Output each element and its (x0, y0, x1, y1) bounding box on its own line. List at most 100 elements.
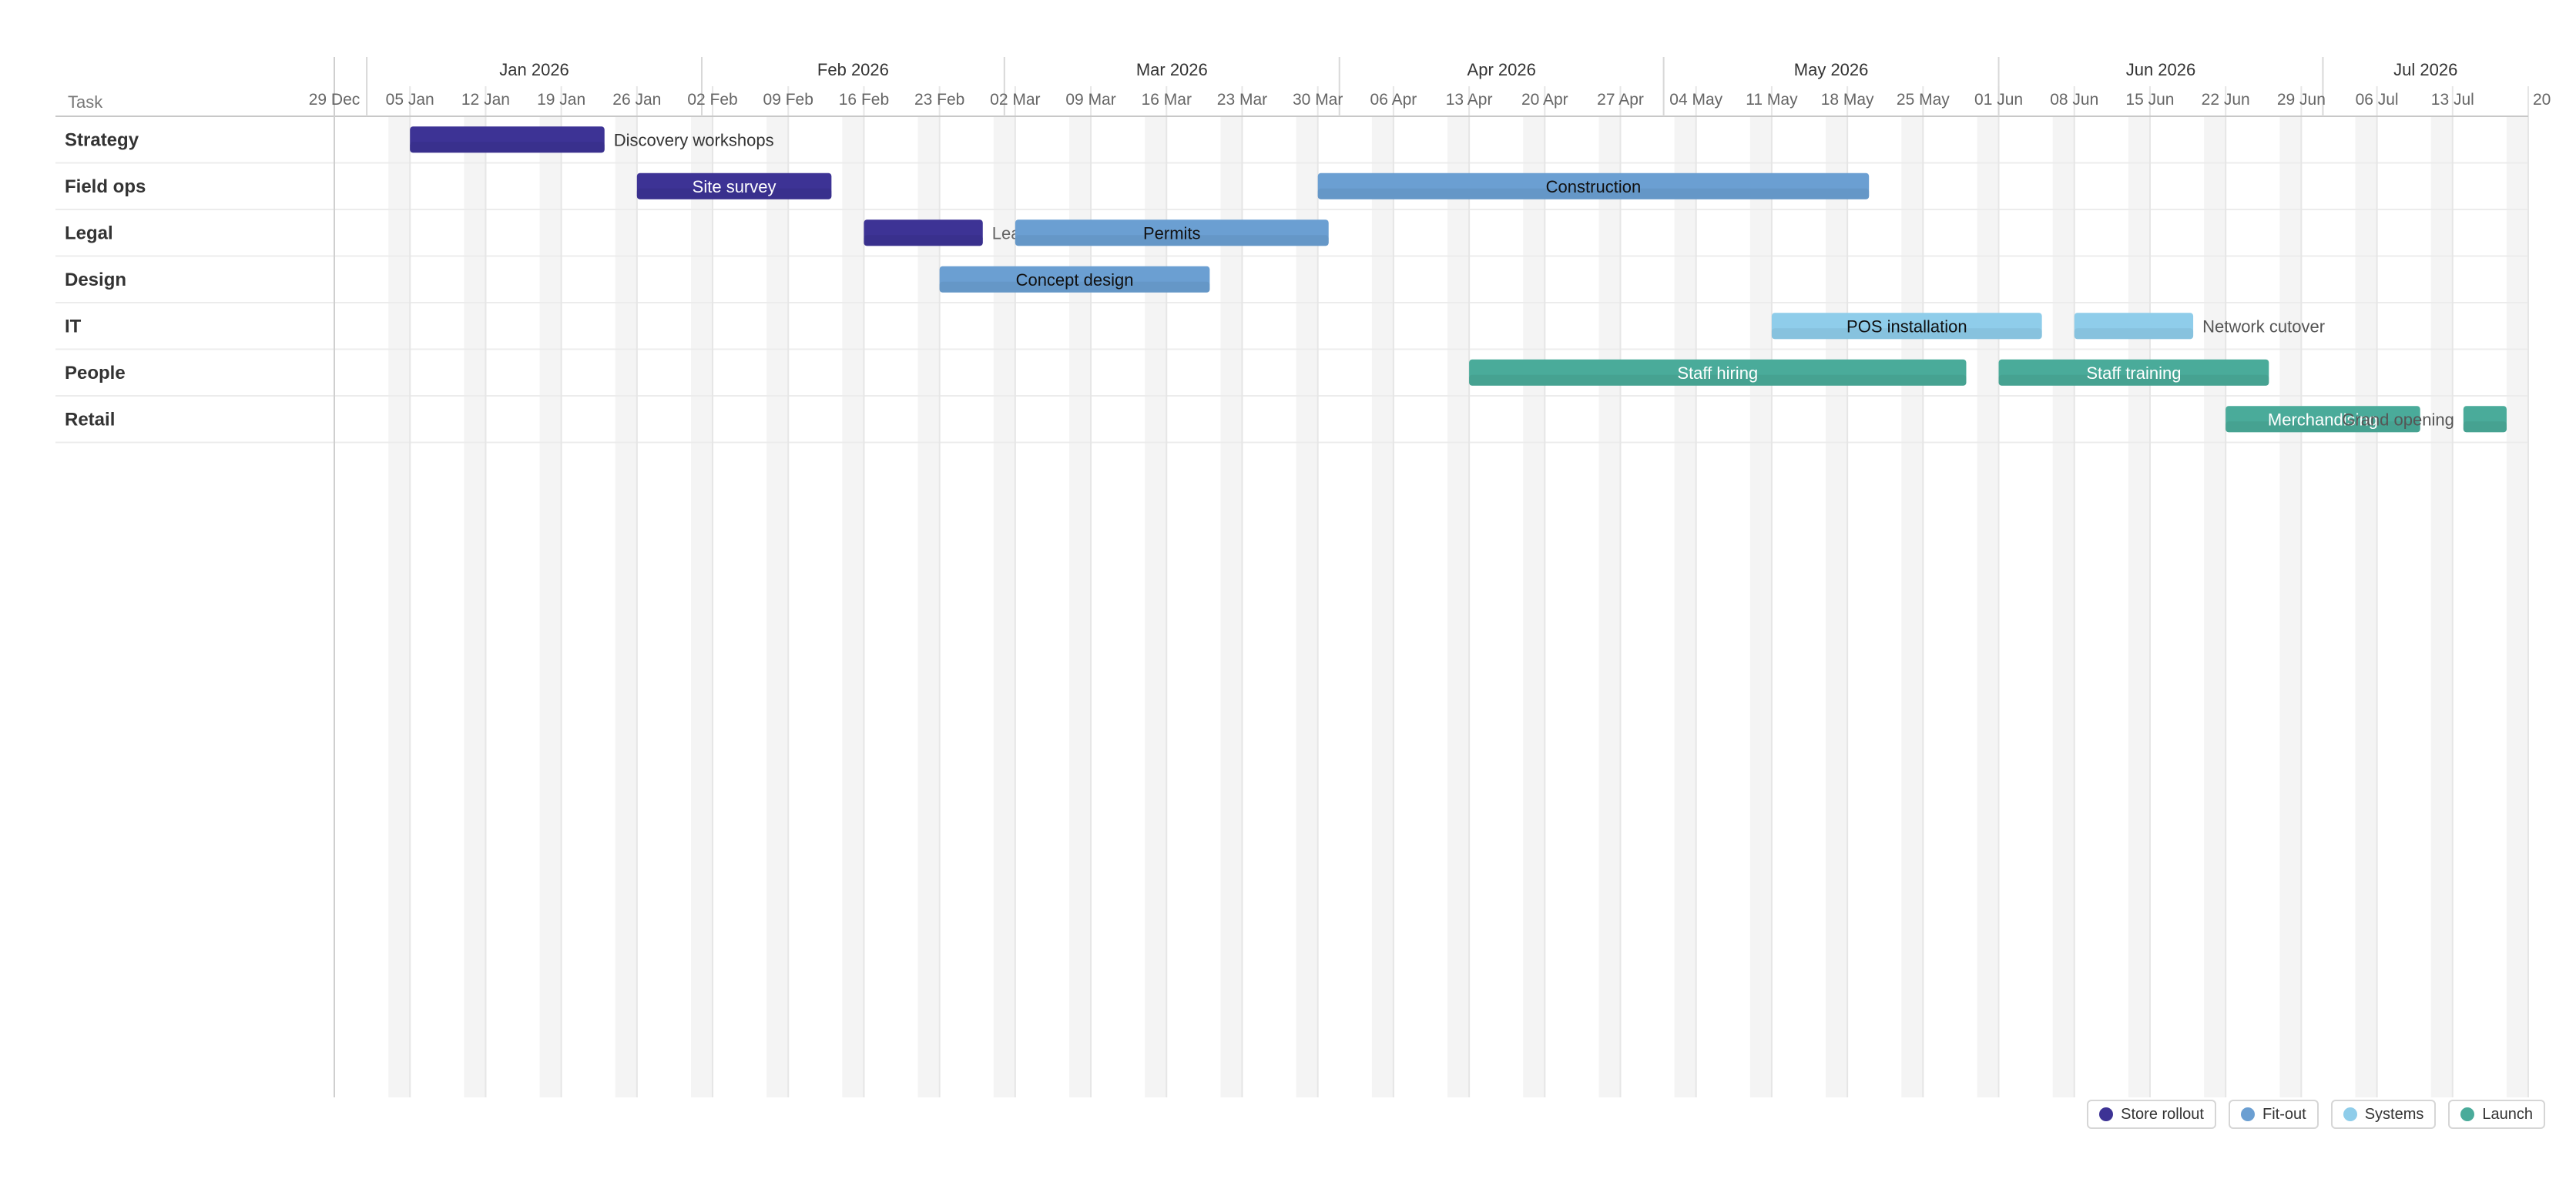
week-tick-label: 27 Apr (1597, 91, 1644, 109)
task-row-label: People (65, 363, 126, 383)
legend-label: Store rollout (2121, 1105, 2204, 1123)
month-label: Jan 2026 (499, 60, 569, 79)
weekend-band (1523, 116, 1545, 1097)
weekend-band (1447, 116, 1470, 1097)
legend-label: Launch (2482, 1105, 2533, 1123)
weekend-band (2052, 116, 2075, 1097)
weekend-band (2279, 116, 2302, 1097)
week-tick-label: 02 Feb (687, 91, 737, 109)
legend-item[interactable]: Fit-out (2229, 1100, 2319, 1129)
task-row-labels: Strategy Field ops Legal Design IT People Reta… (65, 129, 146, 430)
task-bar-group: Concept design (939, 266, 1210, 293)
month-label: Feb 2026 (817, 60, 889, 79)
week-tick-label: 22 Jun (2202, 91, 2250, 109)
month-label: Mar 2026 (1136, 60, 1208, 79)
weekend-band (388, 116, 411, 1097)
week-tick-label: 15 Jun (2125, 91, 2174, 109)
legend-item[interactable]: Launch (2448, 1100, 2545, 1129)
week-tick-label: 16 Feb (839, 91, 889, 109)
week-tick-label: 26 Jan (612, 91, 661, 109)
week-tick-label: 06 Jul (2356, 91, 2399, 109)
task-bar-label: Concept design (1016, 270, 1134, 290)
task-bar-shade (864, 235, 983, 246)
weekend-bands (388, 116, 2528, 1097)
week-tick-label: 19 Jan (537, 91, 585, 109)
week-tick-label: 01 Jun (1974, 91, 2023, 109)
weekend-band (1598, 116, 1621, 1097)
week-tick-label: 30 Mar (1293, 91, 1343, 109)
week-tick-label: 04 May (1669, 91, 1722, 109)
week-tick-label: 13 Apr (1446, 91, 1493, 109)
week-tick-label: 23 Feb (914, 91, 964, 109)
row-grid (55, 162, 2528, 444)
weekend-band (2430, 116, 2453, 1097)
weekend-band (1296, 116, 1318, 1097)
legend-swatch-icon (2343, 1107, 2357, 1121)
week-tick-label: 18 May (1821, 91, 1874, 109)
weekend-band (2128, 116, 2150, 1097)
week-tick-label: 11 May (1746, 91, 1798, 109)
week-tick-label: 13 Jul (2431, 91, 2474, 109)
legend-item[interactable]: Store rollout (2087, 1100, 2216, 1129)
weekend-band (1977, 116, 1999, 1097)
week-tick-label: 25 May (1897, 91, 1950, 109)
task-bar-shade (1015, 235, 1329, 246)
task-bar-shade (636, 188, 832, 199)
task-bar-shade (1771, 328, 2042, 340)
task-bar-label: Staff hiring (1677, 363, 1758, 383)
weekend-band (1371, 116, 1394, 1097)
week-tick-label: 16 Mar (1142, 91, 1192, 109)
legend-swatch-icon (2460, 1107, 2475, 1121)
weekend-band (1220, 116, 1243, 1097)
weekend-band (766, 116, 789, 1097)
task-row-label: IT (65, 316, 82, 337)
task-bar-group: Site survey (636, 172, 832, 199)
task-bar-label: Merchandising (2268, 410, 2378, 429)
legend: Store rollout Fit-out Systems Launch (2087, 1100, 2545, 1129)
task-bar-shade (2463, 421, 2507, 433)
weekend-band (464, 116, 486, 1097)
task-bar-group: POS installation (1771, 313, 2042, 340)
task-bar-label: Staff training (2086, 363, 2181, 383)
task-bar-label: Site survey (693, 177, 776, 196)
task-bar-group: Merchandising (2225, 406, 2420, 433)
week-tick-label: 29 Dec (309, 91, 361, 109)
task-bar-shade (2074, 328, 2194, 340)
week-tick-label: 09 Feb (763, 91, 813, 109)
task-row-label: Retail (65, 409, 115, 430)
legend-swatch-icon (2241, 1107, 2255, 1121)
weekend-band (2506, 116, 2528, 1097)
task-row-label: Legal (65, 223, 113, 243)
month-label: Apr 2026 (1467, 60, 1536, 79)
week-tick-label: 29 Jun (2277, 91, 2326, 109)
task-bar-group: Discovery workshops (410, 126, 774, 153)
week-tick-label: 12 Jan (461, 91, 510, 109)
task-bar-label: POS installation (1846, 317, 1967, 336)
task-bar-group: Staff training (1998, 359, 2269, 386)
week-tick-label: 05 Jan (386, 91, 434, 109)
task-bar-group: Staff hiring (1469, 359, 1967, 386)
task-bar-label: Permits (1143, 223, 1201, 243)
weekend-band (993, 116, 1015, 1097)
task-bar-label: Construction (1546, 177, 1642, 196)
task-bar-shade (1317, 188, 1870, 199)
weekend-band (1674, 116, 1696, 1097)
weekend-band (2204, 116, 2226, 1097)
week-tick-label: 02 Mar (990, 91, 1040, 109)
weekend-band (1069, 116, 1092, 1097)
task-bar-group: Network cutover (2074, 313, 2325, 340)
task-bar-shade (1998, 374, 2269, 386)
task-bar-label: Discovery workshops (614, 130, 774, 149)
week-tick-label: 06 Apr (1370, 91, 1417, 109)
weekend-band (1826, 116, 1848, 1097)
weekend-band (917, 116, 940, 1097)
legend-item[interactable]: Systems (2330, 1100, 2437, 1129)
week-gridlines (334, 86, 2529, 1097)
task-bar-label: Network cutover (2202, 317, 2325, 336)
weekend-band (842, 116, 864, 1097)
task-bar-shade (939, 281, 1210, 293)
task-column-header: Task (68, 92, 103, 112)
weekend-band (690, 116, 713, 1097)
task-bar-shade (2225, 421, 2420, 433)
